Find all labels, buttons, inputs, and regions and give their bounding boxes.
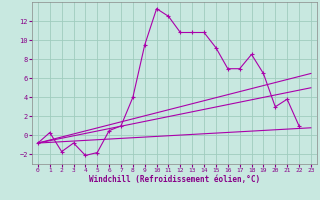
X-axis label: Windchill (Refroidissement éolien,°C): Windchill (Refroidissement éolien,°C): [89, 175, 260, 184]
